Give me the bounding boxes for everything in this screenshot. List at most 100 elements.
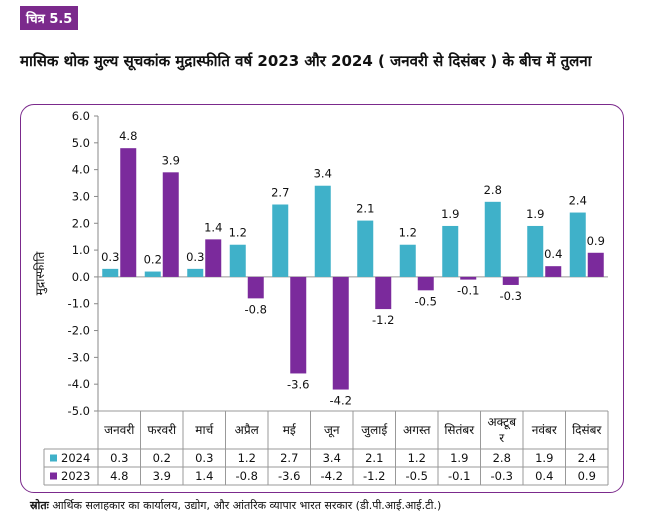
table-cell-value: 1.4 [195, 469, 213, 483]
table-cell-value: 0.3 [110, 451, 128, 465]
source-note: स्रोतः आर्थिक सलाहकार का कार्यालय, उद्यो… [30, 498, 441, 513]
chart-frame [20, 104, 624, 493]
bar-2023 [460, 276, 477, 280]
y-tick-label: 1.0 [72, 243, 90, 257]
bar-2023-label: -4.2 [330, 394, 352, 408]
bar-2023-label: 4.8 [119, 129, 137, 143]
bar-2024 [442, 225, 459, 277]
figure-label: चित्र 5.5 [20, 6, 79, 30]
bar-2024 [569, 212, 586, 277]
bar-2024 [314, 185, 331, 277]
bar-2024 [187, 268, 204, 277]
bar-2023 [290, 276, 307, 374]
bar-2024-label: 0.3 [186, 250, 204, 264]
table-cell-value: 0.4 [535, 469, 553, 483]
category-label: जनवरी [104, 423, 135, 437]
legend-2024-key [50, 454, 57, 462]
table-cell-value: 3.9 [153, 469, 171, 483]
category-label: सितंबर [444, 423, 475, 437]
table-cell-value: -1.2 [363, 469, 385, 483]
bar-2024 [144, 271, 161, 277]
table-cell-value: 2.7 [280, 451, 298, 465]
y-tick-label: 3.0 [72, 189, 90, 203]
bar-2024-label: 1.2 [229, 226, 247, 240]
category-label: मार्च [195, 423, 214, 437]
category-label: अगस्त [403, 423, 432, 437]
bar-2023 [247, 276, 264, 299]
bar-2024 [357, 220, 374, 277]
table-cell-value: 2.1 [365, 451, 383, 465]
table-cell-value: 1.2 [408, 451, 426, 465]
legend-2023-name: 2023 [61, 469, 90, 483]
y-tick-label: 2.0 [72, 216, 90, 230]
table-cell-value: 0.3 [195, 451, 213, 465]
category-label: मई [283, 423, 297, 437]
bar-2023 [375, 276, 392, 310]
bar-2024-label: 1.9 [526, 207, 544, 221]
y-tick-label: -1.0 [68, 297, 90, 311]
bar-2024 [229, 244, 246, 277]
category-label: अक्टूब र [487, 415, 517, 445]
legend-2024-name: 2024 [61, 451, 90, 465]
bar-2023-label: -0.5 [415, 294, 437, 308]
bar-2023 [332, 276, 349, 390]
bar-2023-label: 1.4 [204, 220, 222, 234]
bar-2023 [120, 148, 137, 277]
y-tick-label: -2.0 [68, 324, 90, 338]
bar-2023-label: 0.4 [544, 247, 562, 261]
category-label: दिसंबर [572, 423, 602, 437]
bar-2024 [272, 204, 289, 277]
table-cell-value: 0.9 [578, 469, 596, 483]
table-cell-value: 1.9 [450, 451, 468, 465]
category-label: नवंबर [532, 423, 558, 437]
source-label: स्रोतः [30, 499, 49, 512]
bar-2024 [102, 268, 119, 277]
category-label: जून [324, 423, 340, 438]
bar-2024-label: 0.2 [144, 253, 162, 267]
bar-2024 [399, 244, 416, 277]
table-cell-value: -0.3 [491, 469, 513, 483]
table-cell-value: -0.5 [406, 469, 428, 483]
bar-2024-label: 2.4 [569, 194, 587, 208]
table-cell-value: -3.6 [278, 469, 300, 483]
bar-2023-label: -3.6 [287, 377, 309, 391]
bar-2023-label: -0.1 [457, 284, 479, 298]
y-tick-label: 4.0 [72, 163, 90, 177]
y-tick-label: 0.0 [72, 270, 90, 284]
bar-2023 [502, 276, 519, 285]
bar-2023 [417, 276, 434, 291]
legend-2023-key [50, 472, 57, 480]
category-label: अप्रैल [235, 423, 260, 437]
table-cell-value: -4.2 [321, 469, 343, 483]
bar-2023 [162, 172, 179, 277]
bar-2024-label: 1.2 [399, 226, 417, 240]
bar-2023 [587, 252, 604, 277]
y-tick-label: -4.0 [68, 377, 90, 391]
table-cell-value: 3.4 [323, 451, 341, 465]
bar-2024 [527, 225, 544, 277]
bar-2023 [205, 239, 222, 277]
y-tick-label: -5.0 [68, 404, 90, 418]
y-tick-label: 6.0 [72, 109, 90, 123]
table-cell-value: 1.9 [535, 451, 553, 465]
table-cell-value: 2.8 [493, 451, 511, 465]
bar-2024-label: 1.9 [441, 207, 459, 221]
table-cell-value: -0.1 [448, 469, 470, 483]
bar-2024-label: 2.7 [271, 186, 289, 200]
chart-title: मासिक थोक मुल्य सूचकांक मुद्रास्फीति वर्… [20, 52, 592, 70]
y-tick-label: 5.0 [72, 136, 90, 150]
bar-2023-label: -1.2 [372, 313, 394, 327]
table-cell-value: -0.8 [236, 469, 258, 483]
bar-2023-label: 3.9 [162, 153, 180, 167]
bar-2023-label: -0.3 [500, 289, 522, 303]
category-label: फरवरी [147, 423, 177, 437]
y-tick-label: -3.0 [68, 350, 90, 364]
table-cell-value: 0.2 [153, 451, 171, 465]
bar-2024-label: 0.3 [101, 250, 119, 264]
bar-2023-label: -0.8 [245, 302, 267, 316]
bar-2023-label: 0.9 [587, 234, 605, 248]
table-cell-value: 2.4 [578, 451, 596, 465]
y-axis-title: मुद्रास्फीति [33, 251, 48, 296]
table-cell-value: 4.8 [110, 469, 128, 483]
